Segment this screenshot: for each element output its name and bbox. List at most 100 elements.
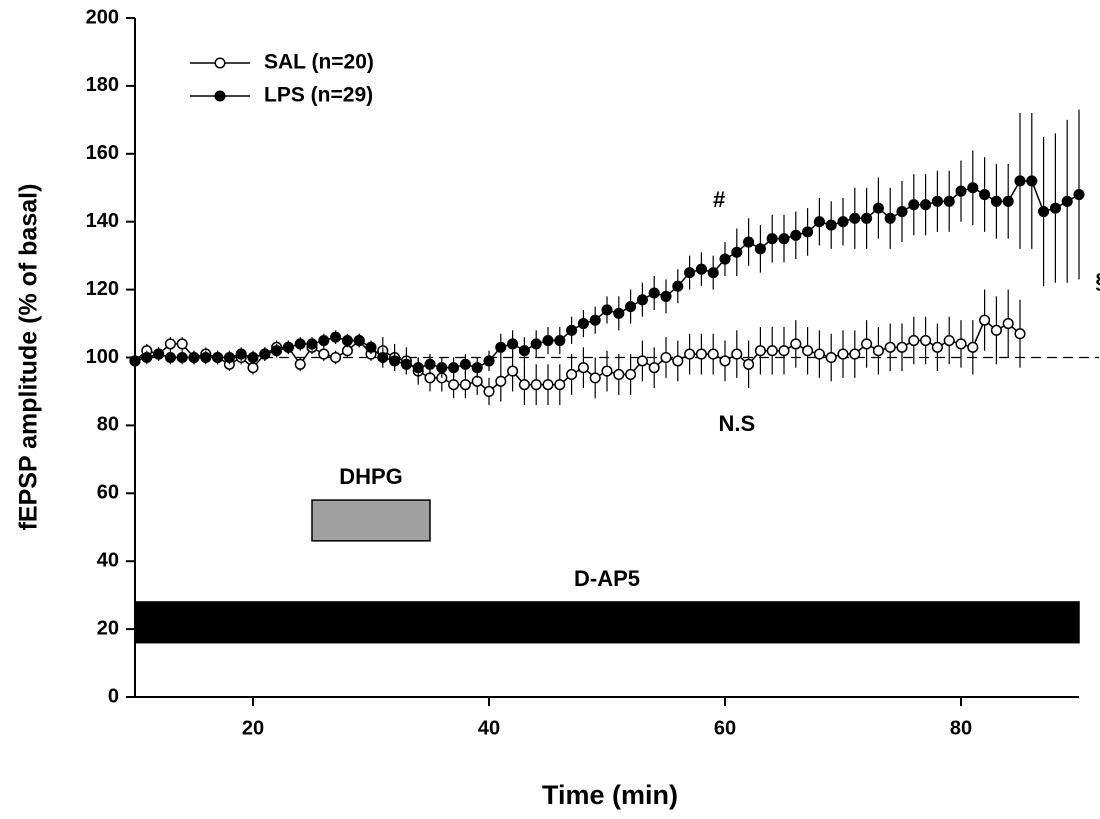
marker	[164, 338, 176, 350]
marker	[695, 263, 707, 275]
y-tick-label: 0	[108, 685, 119, 707]
marker	[271, 345, 283, 357]
marker	[330, 351, 342, 364]
marker	[188, 351, 200, 364]
marker	[872, 345, 884, 357]
legend-marker	[214, 57, 226, 69]
band-label: D-AP5	[574, 566, 640, 591]
marker	[766, 233, 778, 245]
marker	[920, 199, 932, 211]
marker	[200, 351, 212, 364]
marker	[589, 372, 601, 384]
marker	[636, 355, 648, 367]
marker	[908, 334, 920, 347]
marker	[613, 307, 625, 319]
marker	[672, 280, 684, 292]
y-tick-label: 20	[97, 617, 119, 639]
marker	[318, 334, 330, 347]
marker	[589, 314, 601, 326]
marker	[861, 338, 873, 350]
marker	[719, 355, 731, 367]
marker	[943, 195, 955, 207]
marker	[1014, 175, 1026, 187]
y-tick-label: 120	[86, 278, 119, 300]
x-tick-label: 60	[714, 717, 736, 739]
marker	[648, 287, 660, 299]
marker	[1038, 205, 1050, 218]
marker	[507, 338, 519, 350]
marker	[813, 216, 825, 228]
legend-marker	[214, 90, 226, 102]
marker	[684, 267, 696, 279]
y-tick-label: 40	[97, 549, 119, 571]
legend-label: LPS (n=29)	[264, 84, 373, 107]
marker	[554, 334, 566, 347]
marker	[979, 188, 991, 201]
marker	[318, 348, 330, 360]
marker	[743, 236, 755, 248]
marker	[1002, 318, 1014, 330]
marker	[825, 351, 837, 364]
annotation: N.S	[718, 411, 755, 436]
marker	[448, 362, 460, 374]
marker	[495, 341, 507, 353]
marker	[353, 334, 365, 347]
marker	[518, 379, 530, 391]
x-tick-label: 80	[950, 717, 972, 739]
marker	[459, 379, 471, 391]
marker	[554, 379, 566, 391]
marker	[1002, 195, 1014, 207]
y-tick-label: 200	[86, 6, 119, 28]
marker	[884, 341, 896, 353]
marker	[1026, 175, 1038, 187]
marker	[341, 334, 353, 347]
marker	[235, 348, 247, 360]
marker	[731, 348, 743, 360]
marker	[719, 253, 731, 265]
marker	[530, 338, 542, 350]
marker	[778, 233, 790, 245]
marker	[1061, 195, 1073, 207]
marker	[153, 348, 165, 360]
marker	[766, 345, 778, 357]
marker	[518, 345, 530, 357]
marker	[849, 348, 861, 360]
marker	[861, 212, 873, 224]
marker	[837, 348, 849, 360]
marker	[448, 379, 460, 391]
marker	[330, 331, 342, 343]
y-tick-label: 140	[86, 210, 119, 232]
marker	[754, 243, 766, 255]
marker	[176, 351, 188, 364]
marker	[247, 351, 259, 364]
marker	[802, 226, 814, 238]
marker	[1014, 328, 1026, 340]
band	[311, 499, 431, 542]
marker	[294, 338, 306, 350]
band-label: DHPG	[339, 464, 403, 489]
y-tick-label: 160	[86, 142, 119, 164]
marker	[872, 202, 884, 214]
y-tick-label: 180	[86, 74, 119, 96]
marker	[884, 212, 896, 224]
marker	[955, 185, 967, 197]
marker	[660, 290, 672, 302]
marker	[625, 368, 637, 381]
marker	[365, 341, 377, 353]
marker	[790, 338, 802, 350]
marker	[920, 334, 932, 347]
marker	[483, 355, 495, 367]
marker	[967, 182, 979, 194]
marker	[341, 345, 353, 357]
marker	[459, 358, 471, 370]
marker	[424, 372, 436, 384]
marker	[377, 351, 389, 364]
marker	[743, 358, 755, 370]
marker	[542, 379, 554, 391]
marker	[294, 358, 306, 370]
marker	[436, 362, 448, 374]
marker	[613, 368, 625, 381]
marker	[754, 345, 766, 357]
marker	[813, 348, 825, 360]
marker	[471, 362, 483, 374]
